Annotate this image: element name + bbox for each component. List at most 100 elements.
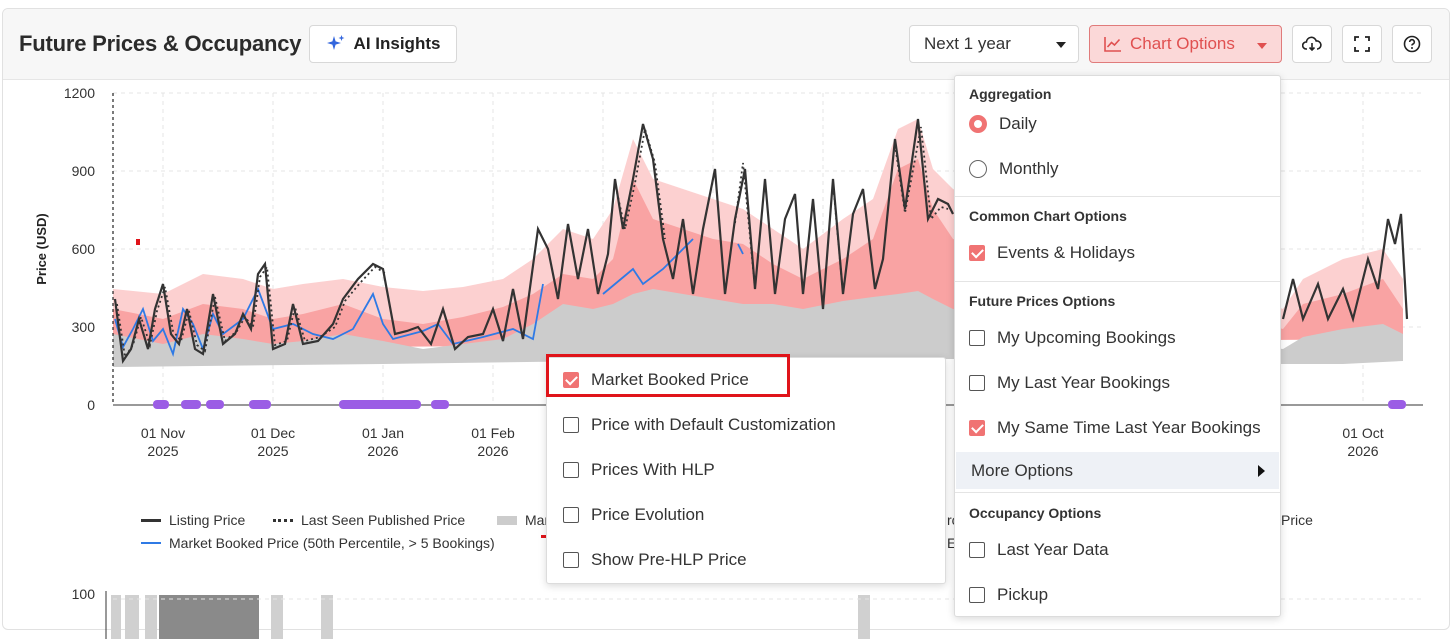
y-tick-600: 600 bbox=[72, 241, 96, 257]
more-options-item[interactable]: More Options bbox=[956, 452, 1279, 489]
checkbox-icon[interactable] bbox=[563, 417, 579, 433]
help-icon bbox=[1403, 35, 1421, 53]
option-label: Market Booked Price bbox=[591, 370, 749, 389]
option-market-booked-price[interactable]: Market Booked Price bbox=[563, 370, 749, 390]
ai-insights-label: AI Insights bbox=[353, 34, 441, 53]
sparkle-icon bbox=[326, 35, 345, 50]
divider bbox=[955, 196, 1280, 197]
download-button[interactable] bbox=[1292, 25, 1332, 63]
checkbox-icon[interactable] bbox=[969, 542, 985, 558]
legend-partial-right-1[interactable]: rc bbox=[947, 512, 959, 528]
radio-selected-icon[interactable] bbox=[969, 115, 987, 133]
x-tick-jan-month: 01 Jan bbox=[362, 425, 404, 441]
checkbox-icon[interactable] bbox=[969, 330, 985, 346]
option-pre-hlp[interactable]: Show Pre-HLP Price bbox=[563, 550, 747, 570]
option-label: Show Pre-HLP Price bbox=[591, 550, 747, 569]
y-axis-label: Price (USD) bbox=[34, 213, 49, 285]
option-my-last-year[interactable]: My Last Year Bookings bbox=[969, 373, 1170, 393]
page-title: Future Prices & Occupancy bbox=[19, 31, 302, 56]
occupancy-options-title: Occupancy Options bbox=[969, 505, 1102, 521]
y-tick-900: 900 bbox=[72, 163, 96, 179]
option-label: My Same Time Last Year Bookings bbox=[997, 418, 1261, 437]
lower-y-tick-100: 100 bbox=[72, 586, 96, 602]
checkbox-icon[interactable] bbox=[969, 375, 985, 391]
x-tick-dec-month: 01 Dec bbox=[251, 425, 295, 441]
x-tick-feb-year: 2026 bbox=[477, 443, 508, 459]
option-pickup[interactable]: Pickup bbox=[969, 585, 1048, 605]
radio-icon[interactable] bbox=[969, 160, 987, 178]
checkbox-icon[interactable] bbox=[563, 507, 579, 523]
common-options-title: Common Chart Options bbox=[969, 208, 1127, 224]
legend-market-booked-50[interactable]: Market Booked Price (50th Percentile, > … bbox=[141, 535, 495, 551]
chevron-right-icon bbox=[1258, 465, 1265, 477]
chevron-down-icon bbox=[1056, 42, 1066, 48]
market-booked-price-line bbox=[114, 238, 744, 358]
x-tick-oct-month: 01 Oct bbox=[1342, 425, 1383, 441]
aggregation-monthly[interactable]: Monthly bbox=[969, 159, 1059, 179]
divider bbox=[955, 492, 1280, 493]
chart-options-menu: Aggregation Daily Monthly Common Chart O… bbox=[954, 75, 1281, 617]
checkbox-checked-icon[interactable] bbox=[563, 372, 579, 388]
option-my-upcoming[interactable]: My Upcoming Bookings bbox=[969, 328, 1176, 348]
option-label: Monthly bbox=[999, 159, 1059, 178]
legend-label: Price bbox=[1281, 512, 1313, 528]
future-options-title: Future Prices Options bbox=[969, 293, 1116, 309]
option-label: More Options bbox=[971, 460, 1074, 480]
option-label: Price Evolution bbox=[591, 505, 705, 524]
legend-label: Mar bbox=[525, 512, 550, 528]
option-label: Pickup bbox=[997, 585, 1049, 604]
line-chart-icon bbox=[1104, 37, 1121, 52]
checkbox-checked-icon[interactable] bbox=[969, 420, 985, 436]
x-tick-nov-year: 2025 bbox=[147, 443, 178, 459]
highlight-box bbox=[546, 354, 790, 397]
checkbox-checked-icon[interactable] bbox=[969, 245, 985, 261]
legend-red-marker[interactable] bbox=[541, 535, 549, 538]
period-value: Next 1 year bbox=[924, 34, 1011, 53]
option-events-holidays[interactable]: Events & Holidays bbox=[969, 243, 1135, 263]
marker-red bbox=[136, 239, 140, 245]
option-label: My Last Year Bookings bbox=[997, 373, 1170, 392]
chart-options-button[interactable]: Chart Options bbox=[1089, 25, 1282, 63]
option-label: Daily bbox=[999, 114, 1037, 133]
x-tick-dec-year: 2025 bbox=[257, 443, 288, 459]
checkbox-icon[interactable] bbox=[969, 587, 985, 603]
legend-listing-price[interactable]: Listing Price bbox=[141, 512, 245, 528]
option-my-same-time[interactable]: My Same Time Last Year Bookings bbox=[969, 418, 1261, 438]
legend-label: Listing Price bbox=[169, 512, 246, 528]
y-tick-300: 300 bbox=[72, 319, 96, 335]
option-label: My Upcoming Bookings bbox=[997, 328, 1176, 347]
option-prices-with-hlp[interactable]: Prices With HLP bbox=[563, 460, 715, 480]
checkbox-icon[interactable] bbox=[563, 462, 579, 478]
card-header: Future Prices & Occupancy AI Insights Ne… bbox=[3, 9, 1449, 80]
fullscreen-button[interactable] bbox=[1342, 25, 1382, 63]
checkbox-icon[interactable] bbox=[563, 552, 579, 568]
legend-label: rc bbox=[947, 512, 959, 528]
aggregation-daily[interactable]: Daily bbox=[969, 114, 1037, 134]
red-marker-icon bbox=[541, 535, 549, 538]
option-label: Last Year Data bbox=[997, 540, 1109, 559]
gray-band-icon bbox=[497, 515, 517, 525]
chevron-down-icon bbox=[1257, 43, 1267, 49]
x-tick-oct-year: 2026 bbox=[1347, 443, 1378, 459]
y-tick-1200: 1200 bbox=[64, 85, 95, 101]
option-default-customization[interactable]: Price with Default Customization bbox=[563, 415, 836, 435]
help-button[interactable] bbox=[1392, 25, 1432, 63]
legend-market-band[interactable]: Mar bbox=[497, 512, 549, 528]
period-select[interactable]: Next 1 year bbox=[909, 25, 1079, 63]
legend-last-seen[interactable]: Last Seen Published Price bbox=[273, 512, 465, 528]
dotted-line-icon bbox=[273, 518, 293, 522]
legend-partial-right-2[interactable]: Price bbox=[1281, 512, 1313, 528]
download-cloud-icon bbox=[1302, 36, 1322, 52]
option-label: Price with Default Customization bbox=[591, 415, 836, 434]
option-last-year-data[interactable]: Last Year Data bbox=[969, 540, 1109, 560]
last-seen-published-price-line bbox=[116, 126, 949, 360]
option-price-evolution[interactable]: Price Evolution bbox=[563, 505, 704, 525]
solid-line-icon bbox=[141, 518, 161, 522]
ai-insights-button[interactable]: AI Insights bbox=[309, 25, 457, 63]
aggregation-title: Aggregation bbox=[969, 86, 1052, 102]
fullscreen-icon bbox=[1354, 36, 1370, 52]
y-tick-0: 0 bbox=[87, 397, 95, 413]
event-markers bbox=[153, 400, 1406, 409]
option-label: Prices With HLP bbox=[591, 460, 715, 479]
legend-label: Last Seen Published Price bbox=[301, 512, 466, 528]
